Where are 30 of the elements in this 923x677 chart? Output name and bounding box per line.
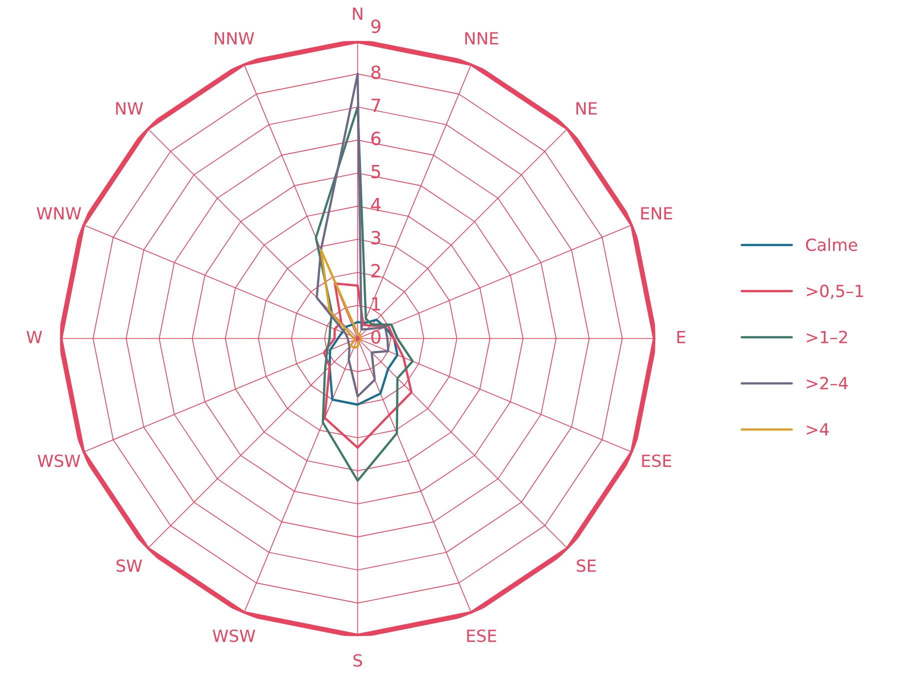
spoke-label: WNW (36, 207, 82, 220)
y-tick-label: 6 (371, 132, 381, 146)
y-tick-label: 5 (372, 164, 380, 178)
legend-label: >0,5–1 (806, 284, 863, 299)
spoke-label: ESE (642, 454, 672, 468)
spoke-label: NW (116, 102, 143, 114)
spoke-label: NE (576, 102, 597, 114)
spoke-label: NNE (465, 32, 498, 44)
y-tick-label: 2 (371, 264, 380, 278)
spoke-label: WSW (38, 454, 80, 468)
spoke-label: E (677, 330, 686, 344)
y-tick-label: 4 (371, 198, 381, 212)
legend-label: >4 (806, 423, 829, 436)
spoke-label: WSW (212, 629, 256, 642)
spoke-label: W (26, 330, 42, 344)
y-tick-label: 1 (372, 297, 380, 310)
spoke-label: NNW (214, 32, 254, 44)
y-tick-label: 7 (372, 98, 380, 112)
legend-label: >2–4 (806, 376, 848, 390)
y-tick-label: 3 (372, 230, 380, 245)
spoke-label: S (353, 654, 362, 667)
spoke-label: SE (576, 559, 596, 572)
legend-label: Calme (806, 238, 858, 252)
spoke-label: ENE (641, 207, 672, 220)
spoke-label: SW (116, 559, 142, 572)
spoke-label: N (353, 8, 362, 20)
y-tick-label: 8 (371, 65, 380, 80)
legend-label: >1–2 (806, 330, 847, 344)
y-tick-label: 9 (371, 20, 380, 34)
spoke-label: ESE (467, 629, 496, 642)
